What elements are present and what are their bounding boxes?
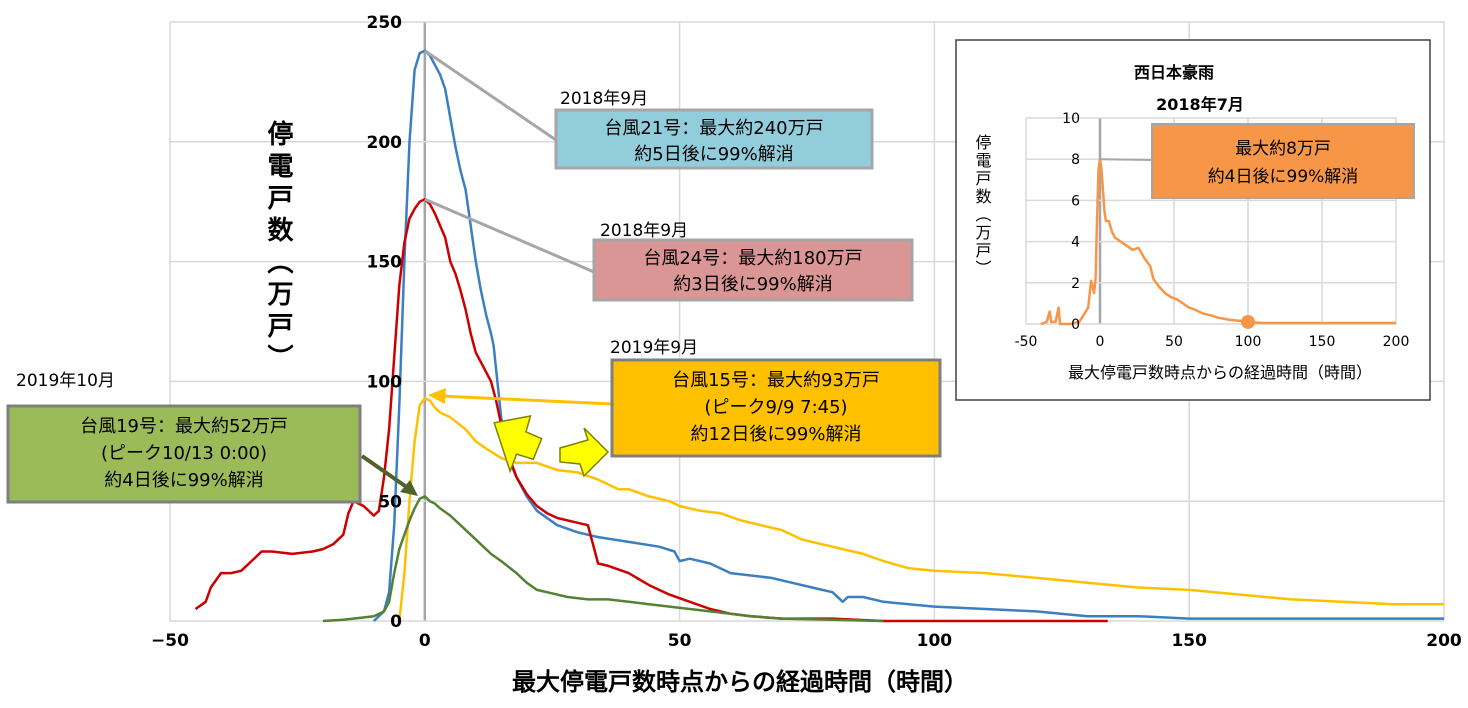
inset-x-tick-label: 0: [1096, 334, 1105, 350]
callout-t24-line1: 台風24号：最大約180万戸: [643, 248, 862, 269]
inset-y-tick-label: 2: [1071, 276, 1080, 292]
callout-t19: 2019年10月 台風19号：最大約52万戸 (ピーク10/13 0:00) 約…: [6, 371, 362, 504]
callout-t15-line2: (ピーク9/9 7:45): [704, 397, 847, 418]
callout-t15-date: 2019年9月: [610, 338, 698, 358]
inset-tick-labels: -50 0 50 100 150 200 0 2 4 6 8 10: [1015, 111, 1410, 350]
inset-frame: [955, 39, 1431, 401]
main-x-tick-label: 0: [419, 631, 431, 651]
callout-t19-line1: 台風19号：最大約52万戸: [80, 416, 288, 437]
main-x-tick-label: 50: [668, 631, 692, 651]
main-y-tick-label: 0: [390, 612, 402, 632]
callout-t21-line2: 約5日後に99%解消: [634, 144, 793, 165]
inset-x-tick-label: -50: [1015, 334, 1038, 350]
callout-t21-line1: 台風21号：最大約240万戸: [604, 118, 823, 139]
main-x-tick-label: −50: [151, 631, 189, 651]
callout-t21-date: 2018年9月: [560, 89, 648, 109]
main-x-tick-label: 100: [917, 631, 953, 651]
main-x-tick-label: 150: [1171, 631, 1207, 651]
callout-t24: 2018年9月 台風24号：最大約180万戸 約3日後に99%解消: [592, 221, 914, 302]
main-x-tick-label: 200: [1426, 631, 1462, 651]
callout-nishi-line2: 約4日後に99%解消: [1208, 167, 1359, 187]
inset-y-tick-label: 4: [1071, 235, 1080, 251]
arrow-icon: [493, 415, 543, 474]
main-y-tick-label: 200: [367, 133, 403, 153]
inset-x-tick-label: 150: [1309, 334, 1336, 350]
callout-arrow-t15: [428, 388, 613, 406]
main-series-t24: [194, 198, 1108, 623]
main-series-t15: [398, 396, 1444, 622]
main-y-tick-label: 250: [367, 13, 403, 33]
callout-t15: 2019年9月 台風15号：最大約93万戸 (ピーク9/9 7:45) 約12日…: [610, 338, 942, 458]
main-y-axis-label: 停電戸数（万戸）: [263, 119, 293, 376]
inset-series-line: [1040, 157, 1396, 329]
inset-x-tick-label: 100: [1235, 334, 1262, 350]
inset-x-tick-label: 200: [1383, 334, 1410, 350]
inset-y-axis-label: 停電戸数（万戸）: [973, 134, 992, 278]
callout-t15-line3: 約12日後に99%解消: [691, 424, 862, 445]
main-y-tick-label: 100: [367, 373, 403, 393]
callout-t21: 2018年9月 台風21号：最大約240万戸 約5日後に99%解消: [554, 89, 874, 170]
inset-y-tick-label: 6: [1071, 193, 1080, 209]
callout-nishi-line1: 最大約8万戸: [1235, 139, 1331, 159]
inset-marker-point: [1241, 314, 1255, 329]
arrow-icon: [559, 427, 610, 478]
inset-y-tick-label: 8: [1071, 152, 1080, 168]
inset-y-tick-label: 0: [1071, 317, 1080, 333]
inset-subtitle: 2018年7月: [1156, 95, 1244, 114]
main-y-tick-label: 150: [367, 253, 403, 273]
callout-t24-line2: 約3日後に99%解消: [673, 274, 832, 295]
main-series-t19: [322, 495, 884, 623]
callout-arrow-t19: [360, 454, 418, 496]
inset-x-axis-label: 最大停電戸数時点からの経過時間（時間）: [1068, 363, 1372, 382]
callout-t24-date: 2018年9月: [600, 221, 688, 241]
callout-connectors: [423, 49, 595, 274]
callout-nishi: 最大約8万戸 約4日後に99%解消: [1151, 123, 1415, 199]
main-y-tick-label: 50: [378, 492, 402, 512]
inset-x-tick-label: 50: [1165, 334, 1183, 350]
callout-t19-line2: (ピーク10/13 0:00): [101, 443, 267, 464]
inset-series-nishi: [1040, 157, 1396, 326]
inset-title: 西日本豪雨: [1134, 63, 1214, 82]
callout-t19-date: 2019年10月: [16, 371, 115, 391]
inset-y-tick-label: 10: [1062, 111, 1080, 127]
inset-chart: 西日本豪雨 2018年7月 -50 0 50 100 150 200 0 2 4 6 8 10 最大停…: [955, 39, 1431, 401]
callout-t15-line1: 台風15号：最大約93万戸: [672, 370, 880, 391]
main-x-axis-label: 最大停電戸数時点からの経過時間（時間）: [512, 668, 968, 696]
callout-t19-line3: 約4日後に99%解消: [104, 470, 263, 491]
